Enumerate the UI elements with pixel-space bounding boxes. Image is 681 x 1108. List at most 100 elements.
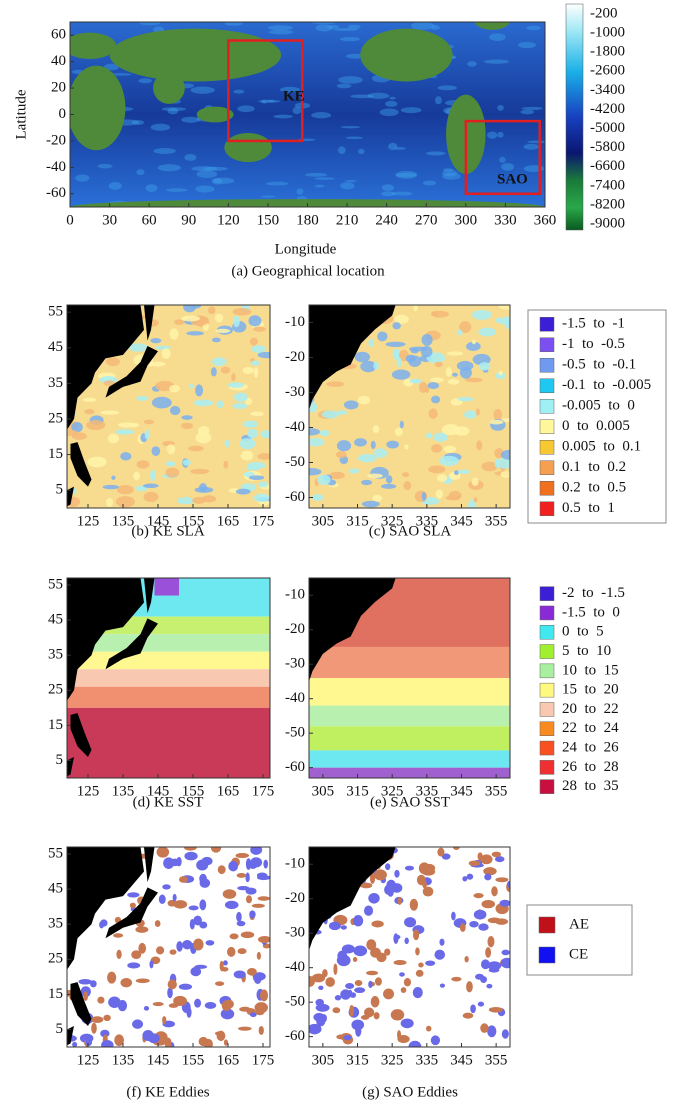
x-axis-label: Longitude xyxy=(275,241,337,257)
eddy xyxy=(251,903,265,908)
sst-band xyxy=(309,767,510,778)
land-mask xyxy=(309,578,396,682)
eddy xyxy=(214,1031,225,1036)
y-tick-label: -50 xyxy=(285,994,305,1010)
sla-patch xyxy=(481,461,498,472)
eddy xyxy=(403,978,412,987)
land-mask xyxy=(67,486,74,507)
eddy xyxy=(437,847,445,857)
sla-patch xyxy=(464,410,477,419)
frame xyxy=(66,304,271,509)
x-tick-label: 90 xyxy=(181,212,196,228)
eddy xyxy=(91,1016,104,1023)
sla-patch xyxy=(251,345,266,353)
eddy xyxy=(100,1029,110,1038)
sla-patch xyxy=(199,483,208,492)
colorbar-label: -200 xyxy=(590,5,618,21)
legend-label: CE xyxy=(569,946,588,962)
eddy xyxy=(101,1039,114,1047)
sla-patch xyxy=(354,351,371,363)
sla-patch xyxy=(207,306,216,315)
sla-patch xyxy=(232,402,248,409)
sla-patch xyxy=(399,420,404,429)
eddy xyxy=(415,947,420,956)
ridge xyxy=(345,53,365,59)
sla-patch xyxy=(151,446,161,457)
sla-patch xyxy=(243,471,255,478)
eddy xyxy=(430,1035,441,1046)
eddy xyxy=(373,869,387,881)
eddy xyxy=(172,893,177,902)
eddy xyxy=(97,996,105,1004)
eddy xyxy=(199,921,208,929)
sla-patch xyxy=(377,331,388,342)
sst-band xyxy=(67,651,270,670)
ridge xyxy=(257,99,281,103)
y-tick-label: 25 xyxy=(48,682,63,698)
colorbar-label: -5800 xyxy=(590,139,625,155)
legend-label: 5 to 10 xyxy=(562,643,611,659)
map-image xyxy=(67,847,270,1047)
eddy xyxy=(99,921,105,929)
eddy xyxy=(117,1000,128,1012)
ridge xyxy=(136,169,145,176)
ridge xyxy=(523,143,540,150)
ridge xyxy=(338,76,363,84)
sla-patch xyxy=(489,419,504,425)
eddy xyxy=(194,998,202,1008)
y-tick-label: 20 xyxy=(51,80,66,96)
sla-patch xyxy=(223,460,229,469)
eddy xyxy=(459,923,466,932)
x-tick-label: 60 xyxy=(142,212,157,228)
x-tick-label: 145 xyxy=(147,513,170,529)
eddy xyxy=(131,950,142,960)
sla-patch xyxy=(120,452,132,461)
ridge xyxy=(312,22,335,25)
map-panel: 305 315 325 335 345 355 -60 -50 -40 -30 -20 -10 (g) … xyxy=(285,846,511,1100)
eddy xyxy=(149,960,154,969)
y-tick-label: -50 xyxy=(285,725,305,741)
sla-patch xyxy=(150,469,156,482)
eddy xyxy=(309,1023,322,1035)
ridge xyxy=(181,116,201,123)
y-tick-label: -20 xyxy=(285,621,305,637)
caption: (d) KE SST xyxy=(133,794,204,810)
x-tick-label: 165 xyxy=(217,1052,240,1068)
eddy xyxy=(486,983,493,989)
eddy xyxy=(227,946,236,957)
y-tick-label: 5 xyxy=(56,482,64,498)
sla-patch xyxy=(319,430,330,437)
eddy xyxy=(473,892,484,899)
eddy xyxy=(495,877,509,883)
caption: (e) SAO SST xyxy=(370,794,450,810)
eddy xyxy=(354,980,363,986)
region-box xyxy=(464,119,541,196)
sla-patch xyxy=(394,427,403,437)
eddy xyxy=(223,1039,228,1046)
eddy xyxy=(245,872,250,883)
x-tick-label: 135 xyxy=(112,783,135,799)
x-tick-label: 305 xyxy=(312,1052,335,1068)
eddy xyxy=(487,1025,497,1038)
sst-band xyxy=(309,726,510,751)
sla-patch xyxy=(128,422,140,428)
y-tick-label: 45 xyxy=(48,339,63,355)
legend-swatch xyxy=(539,419,555,434)
y-tick-label: -10 xyxy=(285,314,305,330)
eddy xyxy=(236,920,246,927)
legend-label: -1 to -0.5 xyxy=(562,336,625,352)
eddy xyxy=(237,886,250,891)
legend-swatch xyxy=(539,682,555,698)
sla-patch xyxy=(250,360,260,366)
eddy xyxy=(103,1014,111,1022)
sla-patch xyxy=(476,440,483,451)
sla-patch xyxy=(242,366,254,374)
sla-patch xyxy=(128,343,148,352)
land xyxy=(70,32,117,59)
colorbar-label: -4200 xyxy=(590,101,625,117)
eddy xyxy=(162,884,171,890)
eddy xyxy=(199,899,207,911)
sla-patch xyxy=(360,360,377,373)
x-tick-label: 180 xyxy=(296,212,319,228)
legend-swatch xyxy=(539,740,555,756)
